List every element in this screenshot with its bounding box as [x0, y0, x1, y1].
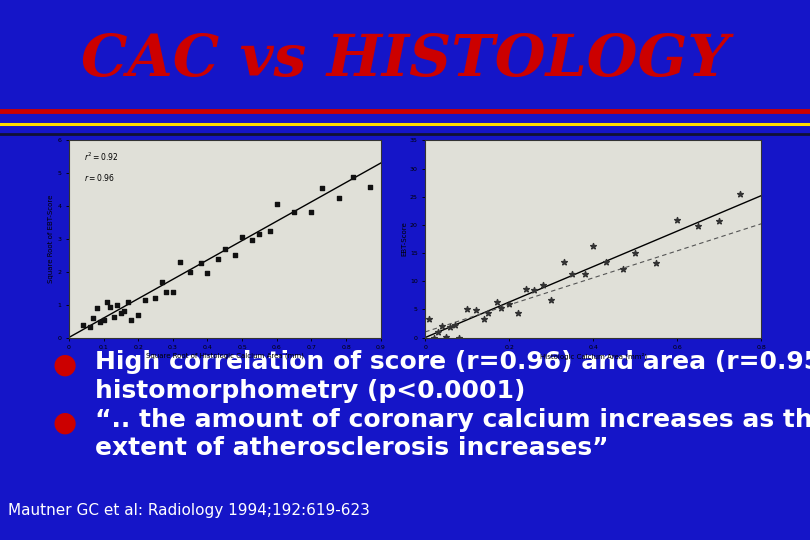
Point — [578, 269, 591, 278]
Point — [452, 333, 465, 342]
Point — [478, 315, 491, 323]
Point — [100, 298, 113, 306]
Point — [650, 259, 663, 267]
Point — [211, 255, 224, 264]
Point — [117, 307, 130, 315]
Point — [566, 269, 579, 278]
Point — [536, 281, 549, 289]
Point — [87, 314, 100, 322]
Point — [219, 245, 232, 254]
Point — [423, 314, 436, 323]
Point — [90, 303, 103, 312]
Text: $r^2 = 0.92$: $r^2 = 0.92$ — [84, 150, 119, 163]
Point — [108, 312, 121, 321]
Text: Mautner GC et al: Radiology 1994;192:619-623: Mautner GC et al: Radiology 1994;192:619… — [8, 503, 370, 518]
Point — [444, 322, 457, 331]
Point — [263, 226, 276, 235]
Point — [671, 216, 684, 225]
Point — [586, 242, 599, 251]
Text: ●: ● — [53, 409, 77, 437]
Point — [271, 200, 284, 208]
Point — [333, 193, 346, 202]
Y-axis label: EBT-Score: EBT-Score — [401, 221, 407, 256]
Point — [629, 248, 642, 257]
Text: extent of atherosclerosis increases”: extent of atherosclerosis increases” — [95, 436, 608, 460]
Point — [132, 310, 145, 319]
Point — [305, 207, 318, 216]
Y-axis label: Square Root of EBT-Score: Square Root of EBT-Score — [49, 195, 54, 283]
Point — [288, 207, 301, 216]
Point — [692, 222, 705, 231]
X-axis label: Square Root of Histologic Calcium Area (mm): Square Root of Histologic Calcium Area (… — [146, 353, 304, 360]
Point — [734, 189, 747, 198]
Point — [125, 316, 138, 325]
Point — [173, 258, 186, 266]
Point — [511, 309, 524, 318]
Point — [503, 300, 516, 309]
Point — [156, 278, 169, 287]
Point — [122, 298, 134, 307]
Point — [111, 301, 124, 310]
Point — [139, 296, 151, 305]
Point — [494, 304, 507, 313]
Text: High correlation of score (r=0.96) and area (r=0.95) with: High correlation of score (r=0.96) and a… — [95, 350, 810, 374]
Point — [347, 172, 360, 181]
Point — [461, 305, 474, 314]
Point — [315, 184, 328, 193]
Point — [427, 333, 440, 342]
Point — [469, 306, 482, 314]
Point — [114, 308, 127, 317]
Point — [104, 303, 117, 312]
Point — [599, 258, 612, 266]
Point — [528, 286, 541, 294]
Text: CAC vs HISTOLOGY: CAC vs HISTOLOGY — [81, 32, 729, 89]
Point — [160, 287, 173, 296]
Point — [236, 233, 249, 241]
Point — [440, 332, 453, 341]
Text: ●: ● — [53, 351, 77, 379]
Point — [545, 295, 558, 304]
Point — [364, 183, 377, 191]
Text: histomorphometry (p<0.0001): histomorphometry (p<0.0001) — [95, 379, 525, 403]
Point — [616, 265, 629, 273]
Point — [448, 321, 461, 329]
Point — [246, 236, 259, 245]
Point — [253, 230, 266, 238]
Point — [149, 294, 162, 303]
Point — [194, 259, 207, 267]
Point — [83, 323, 96, 332]
Point — [201, 269, 214, 278]
Point — [97, 316, 110, 325]
Point — [490, 298, 503, 307]
Point — [482, 308, 495, 317]
Point — [76, 321, 89, 329]
Point — [166, 288, 179, 296]
Point — [713, 217, 726, 225]
Point — [432, 328, 445, 336]
Text: $r = 0.96$: $r = 0.96$ — [84, 172, 115, 183]
X-axis label: Histologic Calcium Area (mm²): Histologic Calcium Area (mm²) — [539, 353, 647, 360]
Point — [520, 285, 533, 294]
Text: “.. the amount of coronary calcium increases as the: “.. the amount of coronary calcium incre… — [95, 408, 810, 431]
Point — [436, 322, 449, 330]
Point — [228, 251, 241, 259]
Point — [94, 318, 107, 327]
Point — [557, 258, 570, 267]
Point — [184, 267, 197, 276]
